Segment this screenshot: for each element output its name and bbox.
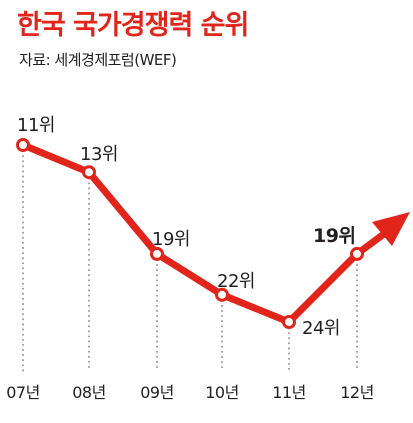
data-labels: 11위 13위 19위 22위 24위 19위	[17, 115, 356, 339]
marker-10년	[215, 287, 229, 302]
x-tick-08년: 08년	[72, 383, 106, 402]
marker-07년	[16, 138, 30, 152]
x-tick-10년: 10년	[205, 383, 239, 402]
trend-arrow-icon	[372, 212, 410, 246]
x-tick-07년: 07년	[6, 383, 40, 402]
marker-11년	[282, 315, 296, 329]
data-label-10년: 22위	[217, 271, 255, 292]
data-label-12년: 19위	[313, 225, 355, 247]
data-label-11년: 24위	[302, 318, 340, 339]
data-label-07년: 11위	[17, 115, 55, 136]
data-label-08년: 13위	[80, 144, 118, 165]
x-tick-11년: 11년	[272, 383, 306, 402]
data-markers	[16, 138, 364, 329]
series-polyline	[19, 141, 361, 326]
x-axis-ticks: 07년 08년 09년 10년 11년 12년	[6, 383, 374, 402]
chart-title: 한국 국가경쟁력 순위	[17, 10, 249, 41]
marker-12년	[350, 246, 364, 261]
data-label-09년: 19위	[152, 229, 190, 250]
marker-09년	[150, 246, 164, 261]
source-note: 자료: 세계경제포럼(WEF)	[19, 51, 177, 69]
x-tick-12년: 12년	[340, 383, 374, 402]
series-line	[19, 141, 410, 326]
marker-08년	[82, 165, 96, 180]
x-tick-09년: 09년	[140, 383, 174, 402]
guide-lines	[22, 150, 358, 373]
